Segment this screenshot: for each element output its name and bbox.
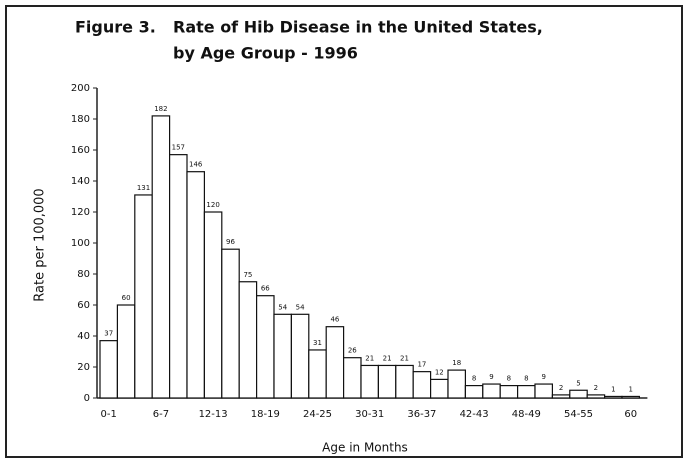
bar (325, 326, 345, 399)
value-label: 31 (313, 339, 322, 347)
bar (186, 171, 205, 399)
bar (464, 385, 484, 399)
value-label: 1 (628, 385, 632, 393)
value-label: 75 (243, 271, 252, 279)
x-axis-label: Age in Months (322, 441, 408, 455)
value-label: 96 (226, 238, 235, 246)
chart-subtitle: by Age Group - 1996 (173, 44, 358, 63)
value-label: 17 (417, 361, 426, 369)
bar (360, 364, 379, 399)
value-label: 60 (122, 294, 131, 302)
frame (5, 5, 683, 458)
value-label: 8 (524, 375, 528, 383)
y-tick-label: 140 (71, 176, 90, 187)
x-tick-label: 36-37 (407, 409, 436, 420)
y-axis-label: Rate per 100,000 (33, 188, 48, 301)
x-tick-label: 60 (624, 409, 637, 420)
y-tick-label: 80 (77, 269, 90, 280)
bar (482, 383, 501, 399)
value-label: 146 (189, 161, 203, 169)
y-tick-label: 200 (71, 83, 90, 94)
bar (603, 395, 623, 399)
value-label: 131 (137, 184, 150, 192)
value-label: 66 (261, 285, 270, 293)
value-label: 8 (472, 375, 476, 383)
y-tick-label: 0 (84, 393, 90, 404)
bar (238, 281, 258, 399)
x-tick-label: 42-43 (460, 409, 489, 420)
bar (203, 211, 223, 399)
value-label: 26 (348, 347, 357, 355)
y-tick-label: 100 (71, 238, 90, 249)
value-label: 37 (104, 330, 113, 338)
value-label: 8 (507, 375, 511, 383)
value-label: 9 (489, 373, 493, 381)
value-label: 120 (206, 201, 219, 209)
value-label: 54 (278, 303, 287, 311)
x-tick-label: 48-49 (512, 409, 541, 420)
y-tick-label: 60 (77, 300, 90, 311)
value-label: 21 (383, 354, 392, 362)
value-label: 157 (172, 144, 185, 152)
bar (99, 340, 118, 399)
bar (621, 395, 640, 399)
value-label: 5 (576, 379, 580, 387)
value-label: 54 (296, 303, 305, 311)
bar (534, 383, 553, 399)
bar (221, 248, 240, 399)
bar (499, 385, 519, 399)
y-tick-label: 20 (77, 362, 90, 373)
bar (586, 394, 606, 399)
x-tick-label: 18-19 (251, 409, 280, 420)
bar (447, 369, 466, 399)
bar (551, 394, 571, 399)
value-label: 2 (594, 384, 598, 392)
y-tick-label: 160 (71, 145, 90, 156)
bar (256, 295, 275, 399)
bar (377, 364, 397, 399)
figure-label: Figure 3. (75, 18, 156, 37)
bar (273, 313, 292, 399)
value-label: 2 (559, 384, 563, 392)
x-tick-label: 0-1 (101, 409, 117, 420)
value-label: 18 (452, 359, 461, 367)
x-tick-label: 54-55 (564, 409, 593, 420)
y-tick-label: 40 (77, 331, 90, 342)
y-tick-label: 120 (71, 207, 90, 218)
value-label: 1 (611, 385, 615, 393)
y-tick-label: 180 (71, 114, 90, 125)
bar (412, 371, 432, 399)
value-label: 21 (400, 354, 409, 362)
bar (395, 364, 414, 399)
bar (308, 349, 327, 399)
x-tick-label: 12-13 (199, 409, 228, 420)
value-label: 9 (541, 373, 545, 381)
bar (151, 115, 171, 399)
x-tick-label: 6-7 (153, 409, 169, 420)
bar (343, 357, 362, 399)
bar (134, 194, 153, 399)
bar (516, 385, 536, 399)
bar (430, 378, 449, 399)
bar (169, 154, 188, 399)
chart-title: Rate of Hib Disease in the United States… (173, 18, 543, 37)
value-label: 21 (365, 354, 374, 362)
value-label: 12 (435, 368, 444, 376)
bar (290, 313, 310, 399)
value-label: 46 (330, 316, 339, 324)
value-label: 182 (154, 105, 167, 113)
bar (569, 389, 588, 399)
bar (116, 304, 136, 399)
x-tick-label: 30-31 (355, 409, 384, 420)
x-tick-label: 24-25 (303, 409, 332, 420)
